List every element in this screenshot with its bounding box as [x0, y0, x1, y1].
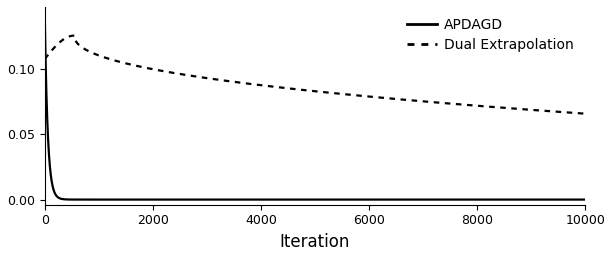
APDAGD [97, 198, 104, 201]
Dual Extrapolation [556, 110, 563, 114]
APDAGD [407, 198, 414, 201]
Dual Extrapolation [41, 58, 48, 61]
Line: Dual Extrapolation: Dual Extrapolation [45, 36, 585, 114]
Dual Extrapolation [581, 112, 589, 115]
Legend: APDAGD, Dual Extrapolation: APDAGD, Dual Extrapolation [403, 14, 578, 56]
Dual Extrapolation [71, 34, 78, 37]
Dual Extrapolation [147, 67, 154, 70]
Line: APDAGD: APDAGD [45, 11, 585, 200]
Dual Extrapolation [414, 99, 421, 102]
APDAGD [581, 198, 589, 201]
APDAGD [147, 198, 154, 201]
APDAGD [556, 198, 563, 201]
APDAGD [41, 9, 48, 12]
Dual Extrapolation [97, 54, 104, 58]
APDAGD [414, 198, 421, 201]
X-axis label: Iteration: Iteration [280, 233, 350, 251]
APDAGD [357, 198, 364, 201]
Dual Extrapolation [357, 94, 364, 97]
Dual Extrapolation [407, 99, 414, 102]
